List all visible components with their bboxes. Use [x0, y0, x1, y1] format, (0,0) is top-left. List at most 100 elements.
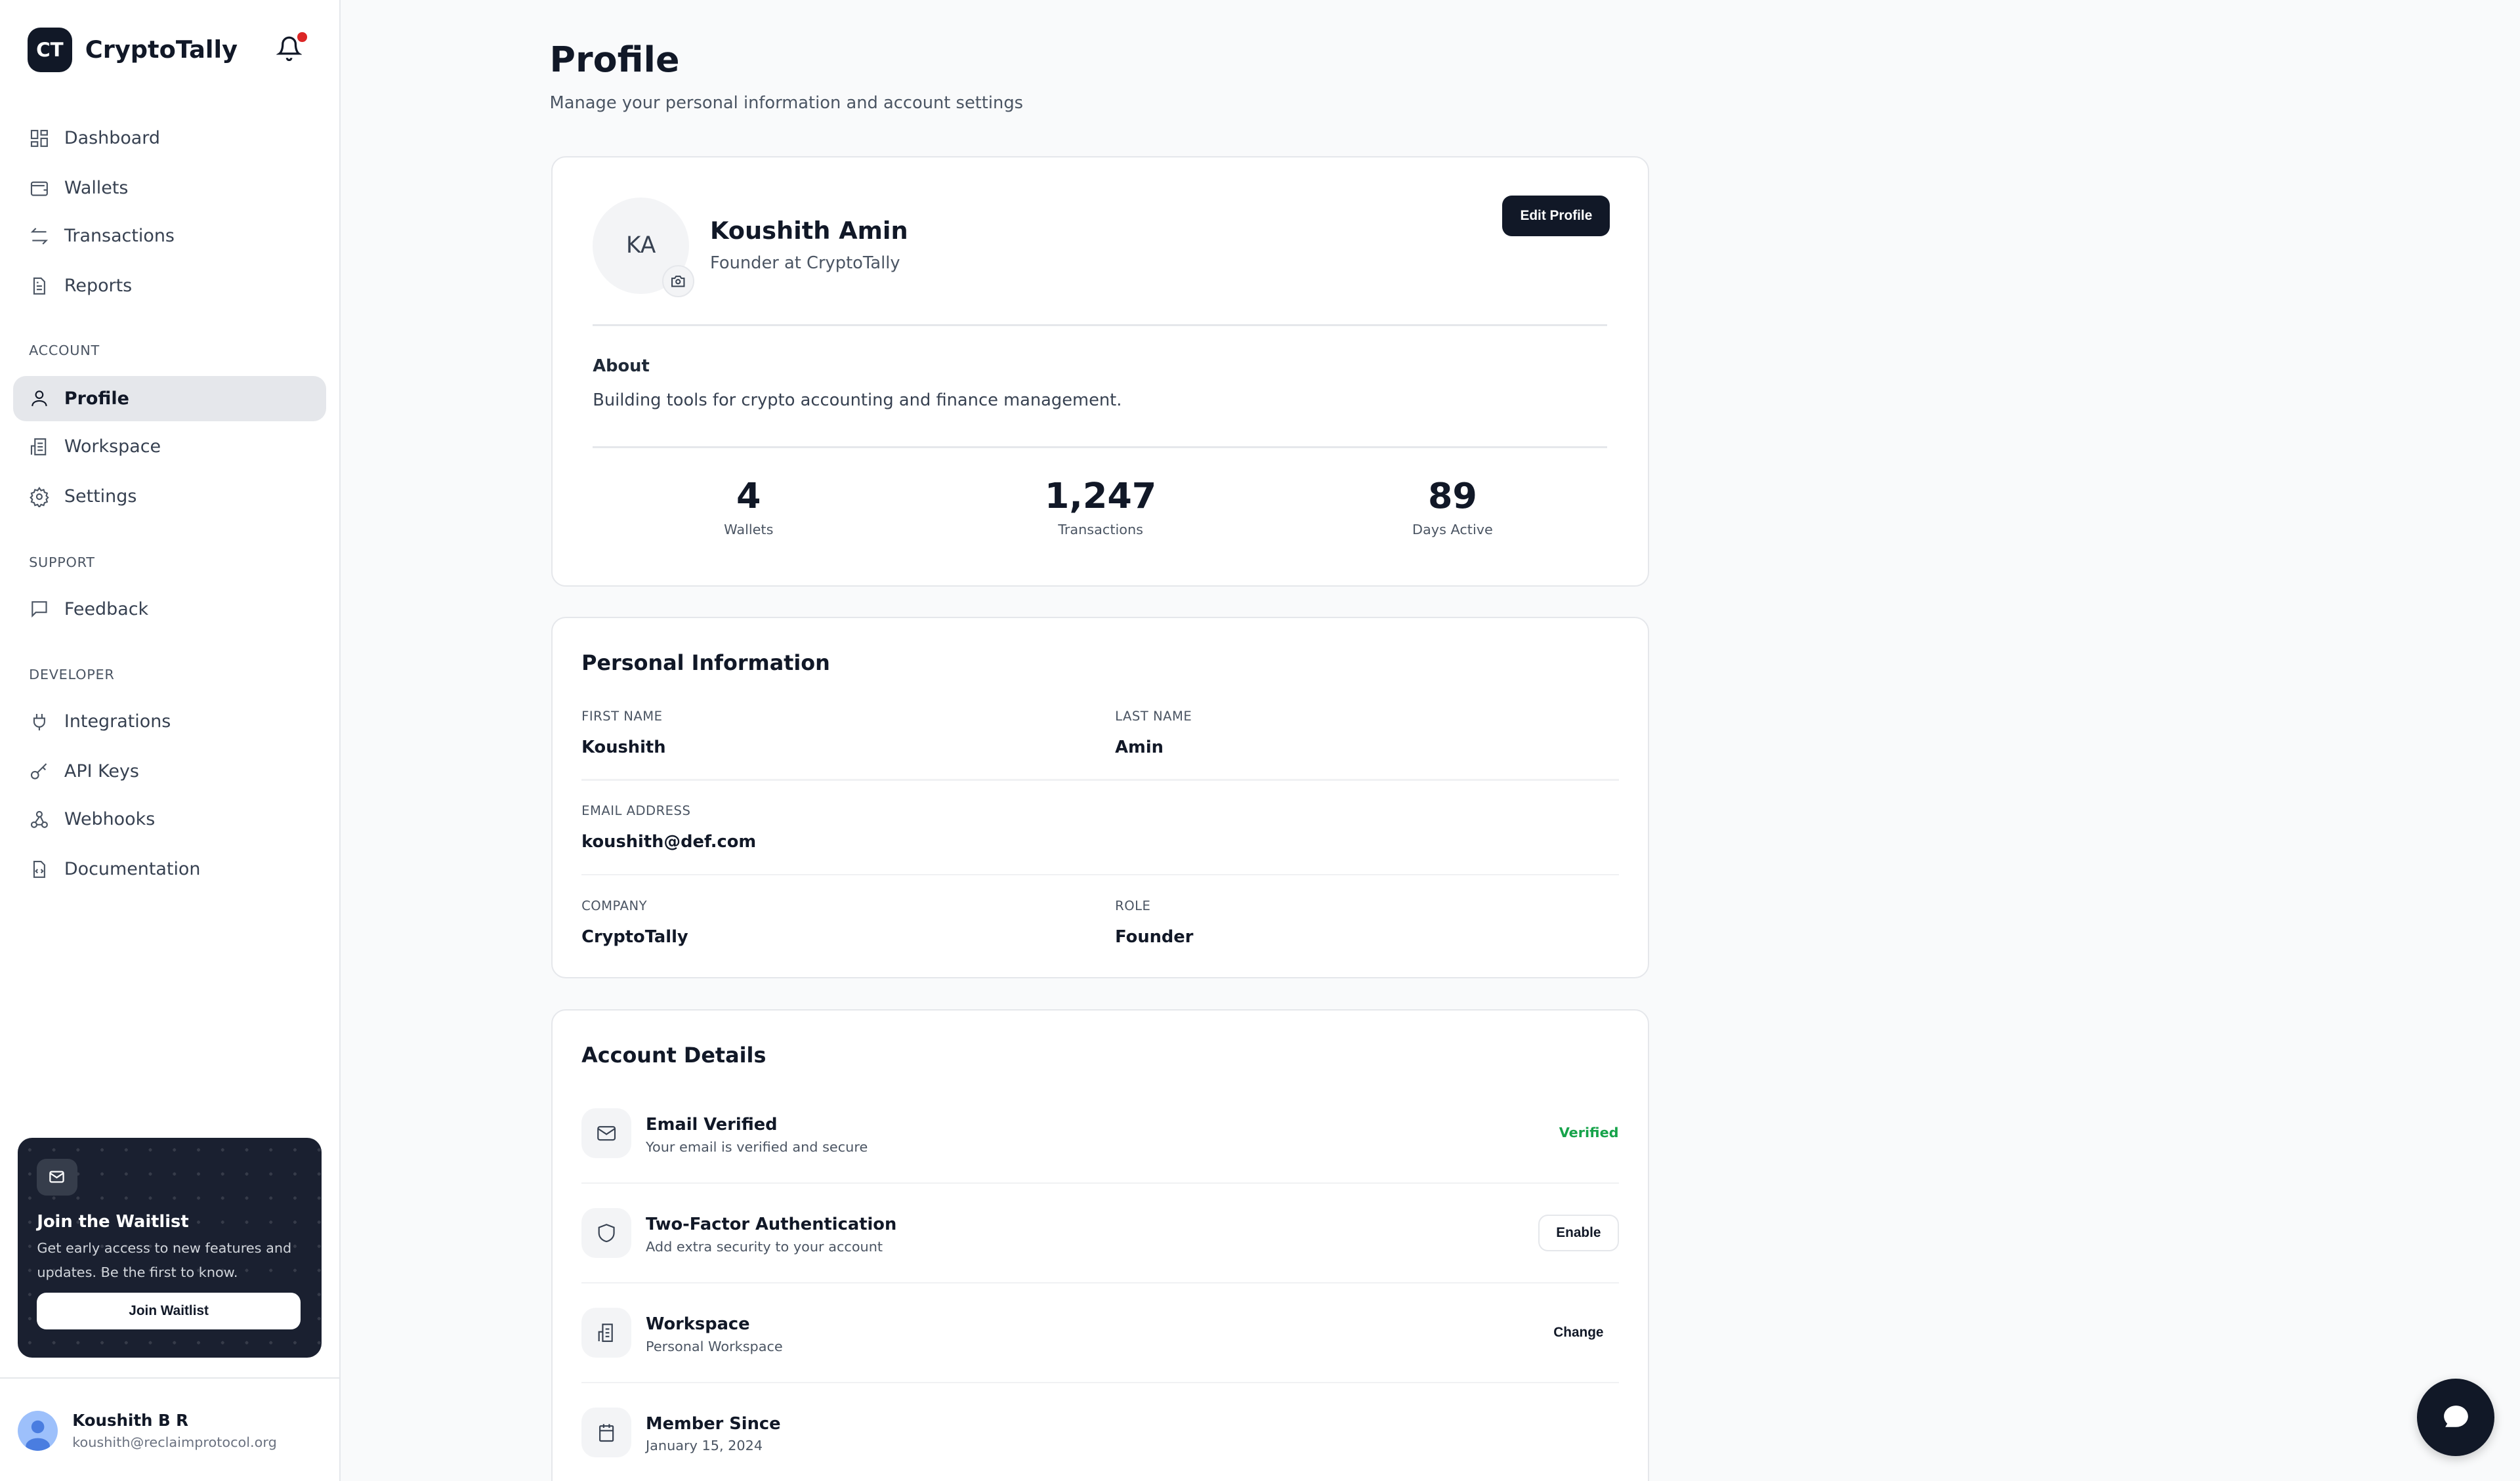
- sidebar-item-label: Wallets: [64, 178, 129, 199]
- row-two-factor: Two-Factor Authentication Add extra secu…: [581, 1208, 1619, 1308]
- mail-icon: [37, 1158, 77, 1196]
- sidebar-item-api-keys[interactable]: API Keys: [13, 749, 327, 794]
- stat-value: 1,247: [1044, 475, 1157, 517]
- stat-days-active: 89 Days Active: [1324, 475, 1582, 537]
- row-member-since: Member Since January 15, 2024: [581, 1407, 1619, 1481]
- key-icon: [30, 762, 47, 780]
- account-details-card: Account Details Email Verified Your emai…: [551, 1009, 1649, 1481]
- join-waitlist-button[interactable]: Join Waitlist: [37, 1292, 301, 1329]
- user-email: koushith@reclaimprotocol.org: [72, 1434, 277, 1451]
- sidebar-item-label: Reports: [64, 276, 133, 297]
- sidebar-item-integrations[interactable]: Integrations: [13, 699, 327, 744]
- waitlist-title: Join the Waitlist: [37, 1211, 189, 1232]
- sidebar-item-label: Feedback: [64, 598, 149, 619]
- enable-2fa-button[interactable]: Enable: [1538, 1214, 1619, 1252]
- sidebar-item-label: Settings: [64, 486, 137, 507]
- chat-button[interactable]: [2417, 1379, 2494, 1456]
- row-subtitle: Add extra security to your account: [646, 1238, 883, 1255]
- section-account: ACCOUNT: [29, 342, 100, 358]
- camera-icon[interactable]: [662, 264, 694, 297]
- sidebar-item-label: Documentation: [64, 859, 201, 880]
- profile-avatar: KA: [593, 197, 690, 294]
- sidebar-item-label: Dashboard: [64, 128, 160, 149]
- sidebar-item-webhooks[interactable]: Webhooks: [13, 797, 327, 843]
- sidebar-item-reports[interactable]: Reports: [13, 264, 327, 309]
- edit-profile-button[interactable]: Edit Profile: [1502, 196, 1610, 236]
- row-subtitle: Personal Workspace: [646, 1338, 783, 1354]
- section-title: Account Details: [581, 1042, 766, 1068]
- divider: [581, 1282, 1619, 1284]
- plug-icon: [33, 713, 45, 730]
- divider: [593, 324, 1608, 326]
- divider: [581, 1182, 1619, 1184]
- row-subtitle: January 15, 2024: [646, 1438, 763, 1454]
- message-icon: [32, 601, 47, 618]
- sidebar-item-settings[interactable]: Settings: [13, 474, 327, 519]
- calendar-icon: [581, 1407, 631, 1457]
- company-value: CryptoTally: [581, 927, 688, 947]
- avatar: [17, 1410, 58, 1451]
- notification-dot: [297, 31, 307, 42]
- divider: [581, 779, 1619, 781]
- sidebar-item-label: API Keys: [64, 761, 139, 782]
- shield-icon: [581, 1208, 631, 1259]
- sidebar-item-profile[interactable]: Profile: [12, 376, 327, 421]
- dashboard-icon: [30, 129, 48, 147]
- app-name: CryptoTally: [85, 35, 238, 64]
- email-value: koushith@def.com: [581, 832, 757, 852]
- sidebar-item-workspace[interactable]: Workspace: [13, 425, 327, 470]
- email-label: EMAIL ADDRESS: [581, 803, 691, 819]
- verified-badge: Verified: [1559, 1124, 1619, 1140]
- first-name-label: FIRST NAME: [581, 708, 663, 724]
- brand[interactable]: CT CryptoTally: [27, 27, 238, 73]
- stat-label: Days Active: [1412, 521, 1493, 537]
- mail-icon: [581, 1108, 631, 1159]
- transfer-icon: [30, 228, 49, 245]
- user-name: Koushith B R: [72, 1410, 188, 1430]
- stat-value: 89: [1427, 475, 1477, 517]
- sidebar-item-label: Integrations: [64, 711, 171, 732]
- row-title: Two-Factor Authentication: [646, 1214, 897, 1234]
- about-text: Building tools for crypto accounting and…: [593, 390, 1122, 410]
- section-developer: DEVELOPER: [29, 667, 115, 683]
- last-name-label: LAST NAME: [1115, 708, 1192, 724]
- building-icon: [30, 438, 47, 455]
- logo: CT: [27, 27, 73, 73]
- company-label: COMPANY: [581, 898, 648, 913]
- sidebar-item-dashboard[interactable]: Dashboard: [13, 115, 327, 161]
- sidebar-item-label: Webhooks: [64, 809, 156, 830]
- divider: [581, 873, 1619, 876]
- page-subtitle: Manage your personal information and acc…: [549, 93, 1024, 114]
- sidebar: CT CryptoTally Dashboard Wallets Transac…: [0, 0, 341, 1481]
- profile-name: Koushith Amin: [710, 217, 908, 245]
- stat-value: 4: [736, 475, 761, 517]
- user-profile-footer[interactable]: Koushith B R koushith@reclaimprotocol.or…: [0, 1377, 339, 1481]
- last-name-value: Amin: [1115, 737, 1164, 757]
- stat-wallets: 4 Wallets: [620, 475, 877, 537]
- sidebar-item-label: Workspace: [64, 436, 161, 457]
- sidebar-item-transactions[interactable]: Transactions: [13, 214, 327, 259]
- wallet-icon: [30, 181, 48, 196]
- divider: [581, 1381, 1619, 1384]
- divider: [593, 446, 1608, 448]
- row-email-verified: Email Verified Your email is verified an…: [581, 1108, 1619, 1208]
- waitlist-text: Get early access to new features and upd…: [37, 1240, 292, 1280]
- sidebar-item-documentation[interactable]: Documentation: [13, 847, 327, 892]
- report-icon: [33, 277, 45, 295]
- row-title: Member Since: [646, 1413, 781, 1434]
- stat-label: Transactions: [1058, 521, 1143, 537]
- document-code-icon: [33, 860, 45, 878]
- row-subtitle: Your email is verified and secure: [646, 1138, 868, 1155]
- role-value: Founder: [1115, 927, 1194, 947]
- waitlist-card: Join the Waitlist Get early access to ne…: [17, 1137, 322, 1358]
- role-label: ROLE: [1115, 898, 1151, 913]
- sidebar-item-wallets[interactable]: Wallets: [13, 165, 327, 211]
- stat-transactions: 1,247 Transactions: [972, 475, 1229, 537]
- profile-role: Founder at CryptoTally: [710, 253, 900, 274]
- sidebar-item-label: Transactions: [64, 226, 175, 247]
- change-workspace-button[interactable]: Change: [1538, 1314, 1618, 1351]
- section-title: Personal Information: [581, 650, 830, 676]
- sidebar-item-feedback[interactable]: Feedback: [13, 587, 327, 632]
- bell-icon[interactable]: [276, 35, 303, 61]
- gear-icon: [30, 486, 49, 507]
